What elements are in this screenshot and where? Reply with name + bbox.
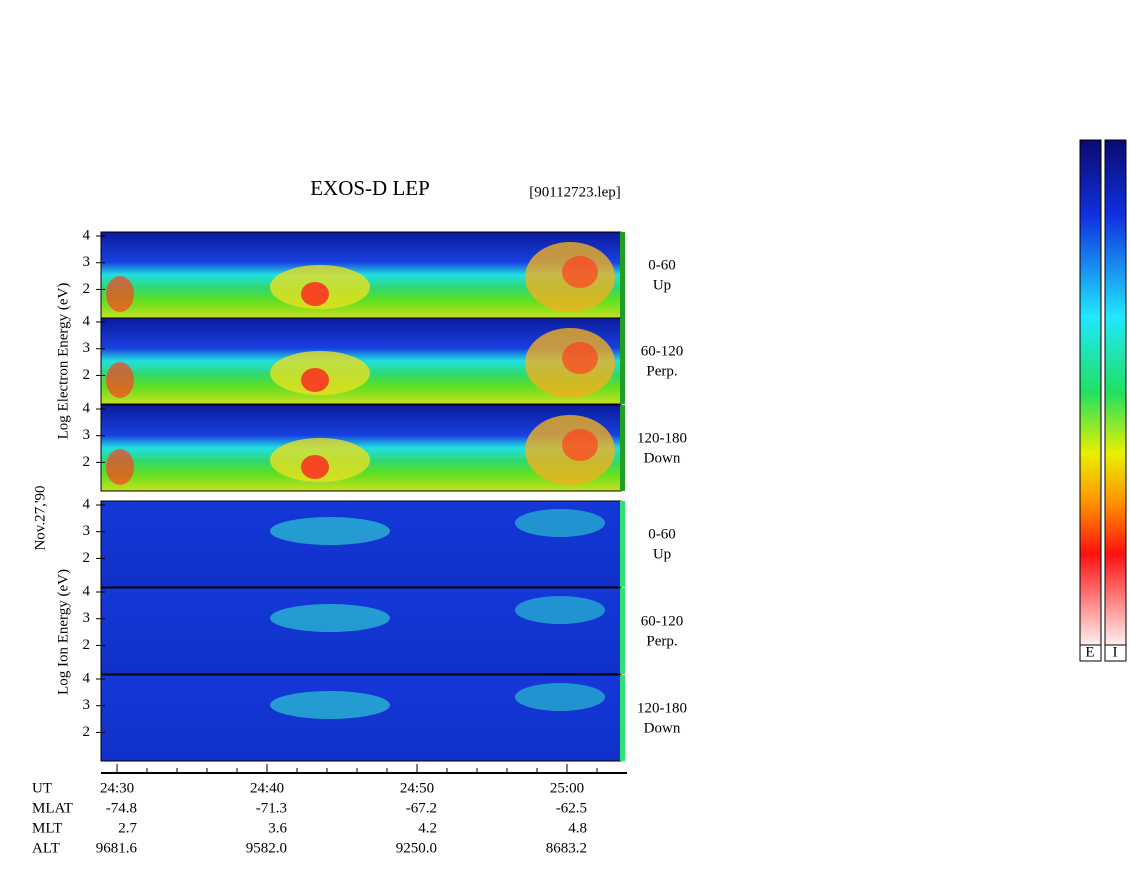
spectrogram-feature — [106, 362, 134, 398]
y-tick-label: 4 — [83, 400, 91, 416]
ephemeris-value: 3.6 — [268, 820, 287, 836]
spectrogram-feature — [515, 683, 605, 711]
ephemeris-value: 9250.0 — [396, 840, 437, 856]
panel-pitch-label: 120-180 — [637, 430, 687, 446]
panel-pitch-label: 0-60 — [648, 257, 676, 273]
panel-direction-label: Perp. — [646, 363, 677, 379]
ephemeris-value: -62.5 — [556, 800, 587, 816]
ephemeris-value: -71.3 — [256, 800, 287, 816]
panel-direction-label: Up — [653, 277, 671, 293]
x-tick-label: 25:00 — [550, 780, 584, 796]
spectrogram-feature — [106, 449, 134, 485]
ephemeris-value: -74.8 — [106, 800, 137, 816]
y-tick-label: 2 — [83, 637, 91, 653]
y-tick-label: 3 — [83, 697, 91, 713]
y-tick-label: 4 — [83, 313, 91, 329]
x-axis-label: UT — [32, 780, 52, 796]
spectrogram-feature — [301, 368, 329, 392]
y-tick-label: 2 — [83, 281, 91, 297]
spectrogram-feature — [562, 342, 598, 374]
y-tick-label: 4 — [83, 227, 91, 243]
edge-strip — [620, 675, 625, 761]
colorbars: E I — [1079, 139, 1127, 662]
x-tick-label: 24:40 — [250, 780, 284, 796]
spectrogram-feature — [562, 256, 598, 288]
colorbar-label-box — [1079, 644, 1102, 662]
colorbar — [1079, 139, 1102, 646]
ephemeris-value: 9582.0 — [246, 840, 287, 856]
panel-pitch-label: 60-120 — [641, 343, 684, 359]
panel-pitch-label: 60-120 — [641, 613, 684, 629]
ephemeris-value: 2.7 — [118, 820, 137, 836]
y-tick-label: 4 — [83, 583, 91, 599]
ephemeris-value: 4.2 — [418, 820, 437, 836]
ephemeris-value: -67.2 — [406, 800, 437, 816]
ephemeris-label: MLAT — [32, 800, 73, 816]
spectrogram-feature — [270, 604, 390, 632]
spectrogram-feature — [562, 429, 598, 461]
y-axis-label: Log Electron Energy (eV) — [55, 283, 71, 440]
panel-direction-label: Perp. — [646, 633, 677, 649]
ephemeris-value: 4.8 — [568, 820, 587, 836]
edge-strip — [620, 232, 625, 318]
y-tick-label: 4 — [83, 496, 91, 512]
panel-direction-label: Down — [644, 720, 681, 736]
spectrogram-feature — [270, 517, 390, 545]
panel-direction-label: Down — [644, 450, 681, 466]
edge-strip — [620, 405, 625, 491]
panel-pitch-label: 120-180 — [637, 700, 687, 716]
ephemeris-value: 8683.2 — [546, 840, 587, 856]
spectrogram-feature — [301, 282, 329, 306]
y-axis-label: Log Ion Energy (eV) — [55, 569, 71, 695]
ephemeris-value: 9681.6 — [96, 840, 138, 856]
y-tick-label: 2 — [83, 550, 91, 566]
ephemeris-label: MLT — [32, 820, 62, 836]
edge-strip — [620, 318, 625, 404]
y-tick-label: 3 — [83, 610, 91, 626]
spectrogram-feature — [301, 455, 329, 479]
chart-title: EXOS-D LEP — [310, 176, 430, 200]
spectrogram-feature — [106, 276, 134, 312]
x-tick-label: 24:30 — [100, 780, 134, 796]
colorbar-label: E — [1085, 644, 1094, 660]
y-tick-label: 4 — [83, 670, 91, 686]
x-tick-label: 24:50 — [400, 780, 434, 796]
spectrogram-feature — [270, 691, 390, 719]
y-tick-label: 3 — [83, 427, 91, 443]
y-tick-label: 2 — [83, 724, 91, 740]
colorbar — [1104, 139, 1127, 646]
panel-direction-label: Up — [653, 546, 671, 562]
spectrogram-feature — [515, 509, 605, 537]
date-label: Nov.27,'90 — [32, 485, 48, 550]
file-name: [90112723.lep] — [529, 184, 621, 200]
y-tick-label: 3 — [83, 340, 91, 356]
colorbar-label: I — [1113, 644, 1118, 660]
y-tick-label: 3 — [83, 523, 91, 539]
colorbar-label-box — [1104, 644, 1127, 662]
y-tick-label: 2 — [83, 454, 91, 470]
edge-strip — [620, 588, 625, 674]
y-tick-label: 3 — [83, 254, 91, 270]
spectrogram-feature — [515, 596, 605, 624]
panel-pitch-label: 0-60 — [648, 526, 676, 542]
ephemeris-label: ALT — [32, 840, 60, 856]
edge-strip — [620, 501, 625, 587]
y-tick-label: 2 — [83, 367, 91, 383]
